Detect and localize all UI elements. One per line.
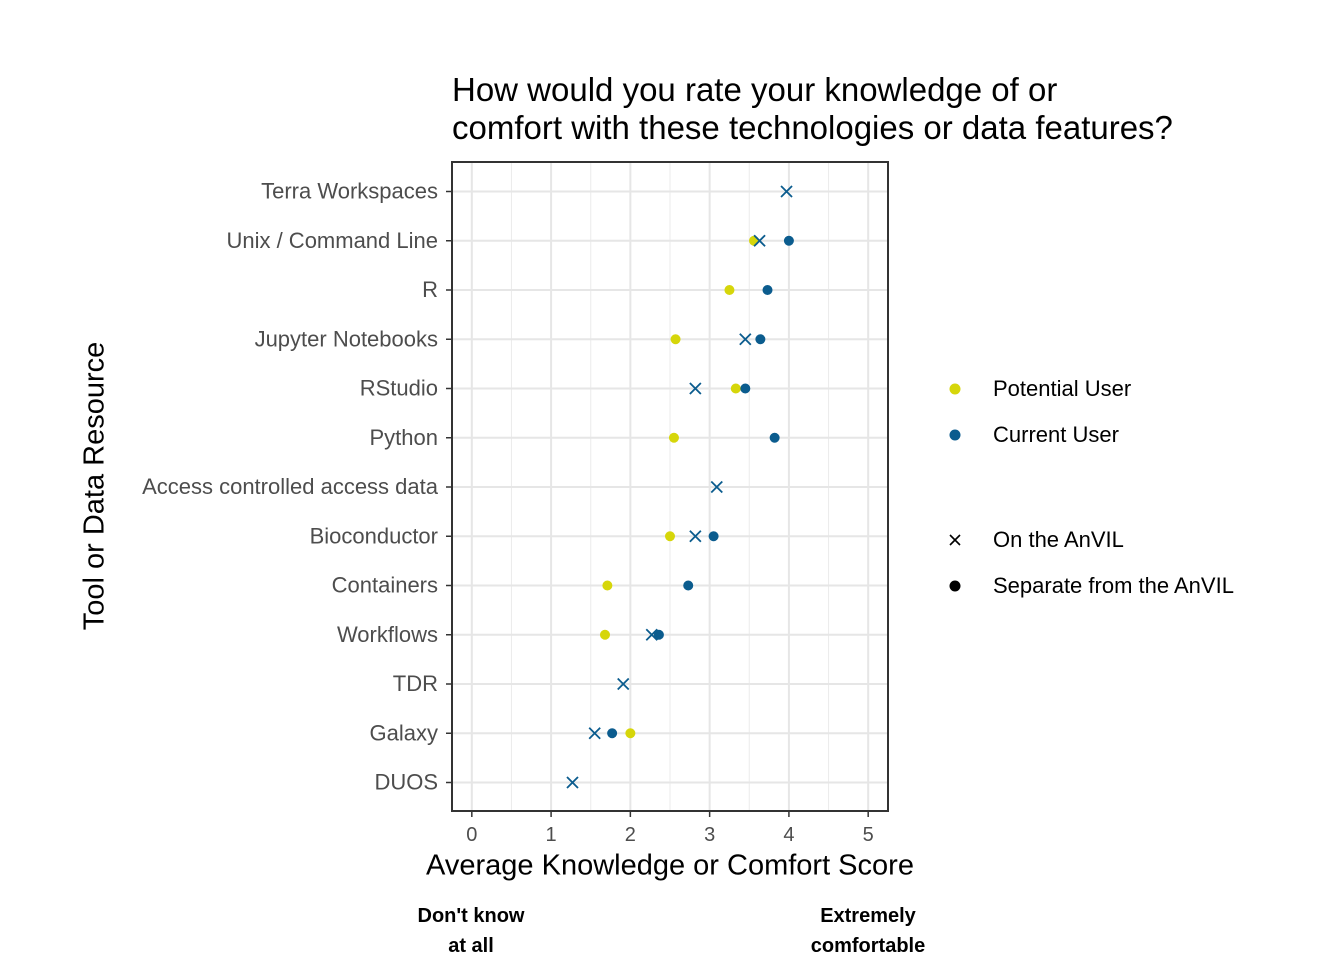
x-tick-label: 3 <box>704 824 715 846</box>
y-tick-label: Terra Workspaces <box>261 179 438 204</box>
y-tick-label: Access controlled access data <box>142 474 439 499</box>
y-axis-title: Tool or Data Resource <box>78 341 111 631</box>
legend-label-separate: Separate from the AnVIL <box>993 573 1234 598</box>
data-point-circle <box>783 235 794 246</box>
y-tick-label: Jupyter Notebooks <box>255 326 438 351</box>
x-tick-label: 5 <box>863 824 874 846</box>
legend-label-on-anvil: On the AnVIL <box>993 527 1124 552</box>
data-point-cross <box>645 628 658 641</box>
x-tick-label: 4 <box>783 824 794 846</box>
y-tick-label: Galaxy <box>370 720 438 745</box>
legend-label-potential-user: Potential User <box>993 376 1132 401</box>
y-tick-label: Python <box>370 425 439 450</box>
legend-key-separate-circle-icon <box>949 580 961 592</box>
data-point-circle <box>625 728 636 739</box>
data-point-circle <box>683 580 694 591</box>
data-point-circle <box>665 531 675 542</box>
plot-panel-border <box>451 161 889 812</box>
data-point-cross <box>780 185 793 198</box>
legend-label-current-user: Current User <box>993 422 1119 447</box>
x-anchor-low-line-2: at all <box>448 935 494 957</box>
y-tick-label: Containers <box>332 573 438 598</box>
x-axis-title: Average Knowledge or Comfort Score <box>426 849 914 882</box>
x-anchor-high: Extremely comfortable <box>811 901 925 961</box>
data-point-cross <box>753 234 766 247</box>
data-point-circle <box>769 432 780 443</box>
y-tick-label: RStudio <box>360 376 438 401</box>
x-tick-label: 0 <box>466 824 477 846</box>
data-point-circle <box>607 728 618 739</box>
legend-key-potential-user <box>949 383 961 395</box>
y-tick-label: Bioconductor <box>310 523 438 548</box>
chart-title-line-1: How would you rate your knowledge of or <box>452 71 1058 108</box>
legend-key-current-user <box>949 429 961 441</box>
chart-title-line-2: comfort with these technologies or data … <box>452 109 1173 146</box>
y-tick-label: DUOS <box>374 770 438 795</box>
data-point-circle <box>730 383 741 394</box>
data-point-cross <box>710 480 723 494</box>
x-tick-label: 1 <box>546 824 557 846</box>
data-point-circle <box>762 285 773 295</box>
legend-key-on-anvil-cross-icon <box>949 534 961 546</box>
x-anchor-high-line-2: comfortable <box>810 935 926 957</box>
data-point-circle <box>740 383 751 394</box>
x-anchor-low-line-1: Don't know <box>417 905 525 927</box>
data-point-cross <box>689 382 702 395</box>
data-point-circle <box>708 531 719 542</box>
data-point-cross <box>739 333 752 346</box>
data-point-circle <box>749 235 760 246</box>
data-point-circle <box>755 334 766 345</box>
y-tick-label: Unix / Command Line <box>226 228 438 253</box>
x-anchor-high-line-1: Extremely <box>820 905 916 927</box>
data-point-cross <box>617 677 630 691</box>
data-point-circle <box>653 629 664 640</box>
data-point-cross <box>566 776 579 789</box>
data-point-cross <box>588 727 601 740</box>
data-point-circle <box>602 580 613 591</box>
data-point-circle <box>724 285 735 295</box>
y-tick-label: TDR <box>393 671 438 696</box>
x-anchor-low: Don't know at all <box>418 901 525 961</box>
x-tick-label: 2 <box>625 824 636 846</box>
y-tick-label: R <box>422 277 438 302</box>
data-point-circle <box>599 629 610 640</box>
data-point-circle <box>670 334 681 345</box>
data-point-cross <box>689 530 702 543</box>
data-point-circle <box>668 432 679 443</box>
y-tick-label: Workflows <box>337 622 438 647</box>
